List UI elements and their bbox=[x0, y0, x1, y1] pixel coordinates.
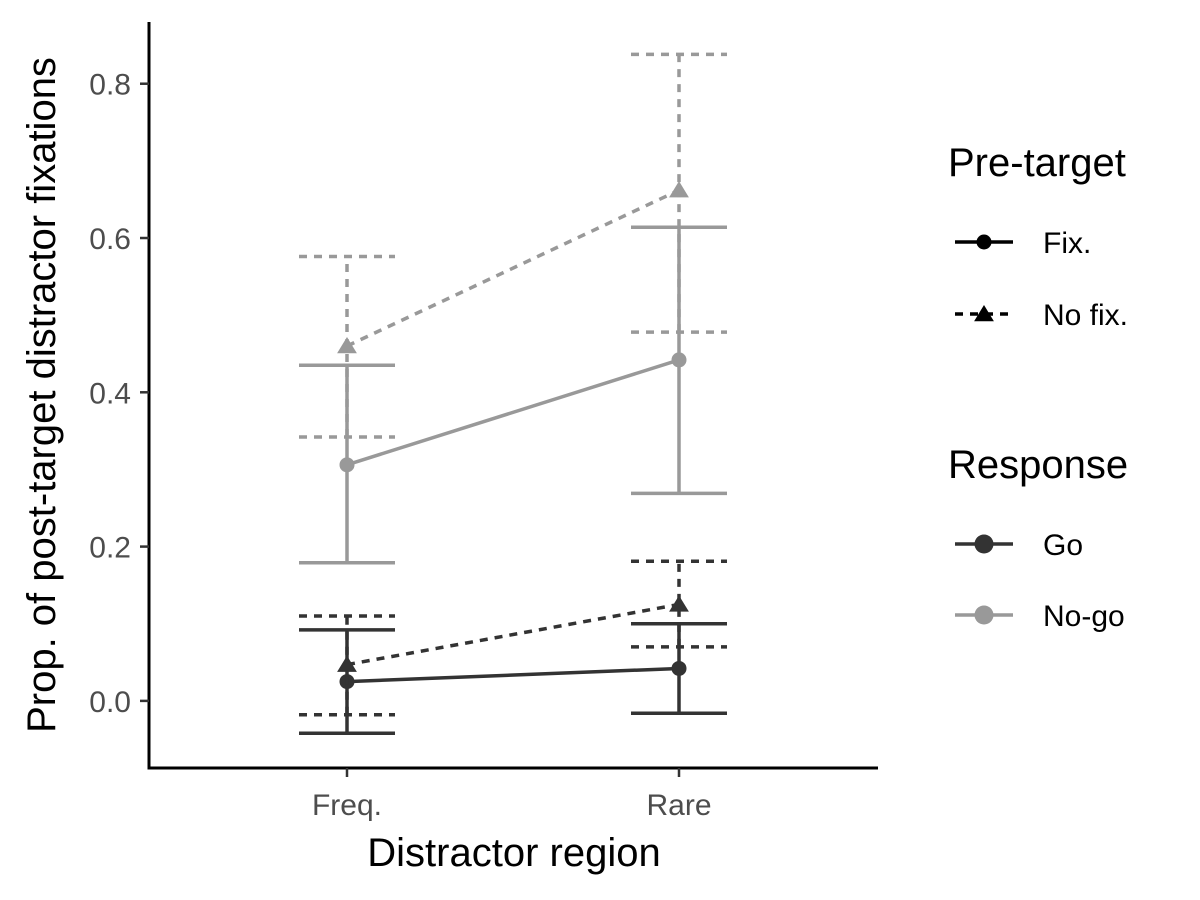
data-point bbox=[671, 352, 687, 368]
legend-key-marker bbox=[976, 234, 992, 250]
series-line bbox=[346, 188, 680, 348]
series-no-go-no-fix bbox=[299, 52, 727, 439]
y-tick-label: 0.0 bbox=[89, 686, 131, 719]
legend-title: Pre-target bbox=[948, 141, 1126, 185]
series-line bbox=[346, 666, 680, 684]
legend-pre-target: Pre-target Fix. No fix. bbox=[948, 141, 1128, 332]
y-tick-label: 0.8 bbox=[89, 69, 131, 102]
legend-label: No fix. bbox=[1043, 299, 1128, 332]
legend-title: Response bbox=[948, 443, 1128, 487]
data-point bbox=[337, 655, 357, 672]
legend-label: Go bbox=[1043, 529, 1083, 562]
data-point bbox=[339, 457, 355, 473]
series-go-no-fix bbox=[299, 559, 727, 717]
data-point bbox=[669, 181, 689, 198]
x-tick-label: Freq. bbox=[312, 789, 382, 822]
data-point bbox=[337, 337, 357, 354]
x-tick-label: Rare bbox=[646, 789, 711, 822]
legend-response: Response Go No-go bbox=[948, 443, 1128, 633]
y-axis-title: Prop. of post-target distractor fixation… bbox=[20, 57, 64, 733]
y-tick-label: 0.4 bbox=[89, 377, 131, 410]
series-no-go-fix bbox=[299, 225, 727, 565]
axes: 0.0 0.2 0.4 0.6 0.8 Freq. Rare bbox=[89, 22, 878, 822]
data-point bbox=[669, 595, 689, 612]
y-tick-label: 0.6 bbox=[89, 223, 131, 256]
legend: Pre-target Fix. No fix. Response Go No-go bbox=[948, 141, 1128, 633]
series-go-fix bbox=[299, 621, 727, 736]
series-line bbox=[346, 358, 680, 467]
plot-area bbox=[299, 52, 727, 736]
data-point bbox=[671, 660, 687, 676]
legend-key-marker bbox=[974, 534, 994, 554]
legend-key-marker bbox=[974, 305, 994, 322]
y-tick-label: 0.2 bbox=[89, 532, 131, 565]
legend-label: Fix. bbox=[1043, 227, 1091, 260]
legend-label: No-go bbox=[1043, 600, 1125, 633]
series-line bbox=[346, 602, 680, 667]
x-axis-title: Distractor region bbox=[367, 831, 660, 875]
legend-key-marker bbox=[974, 605, 994, 625]
